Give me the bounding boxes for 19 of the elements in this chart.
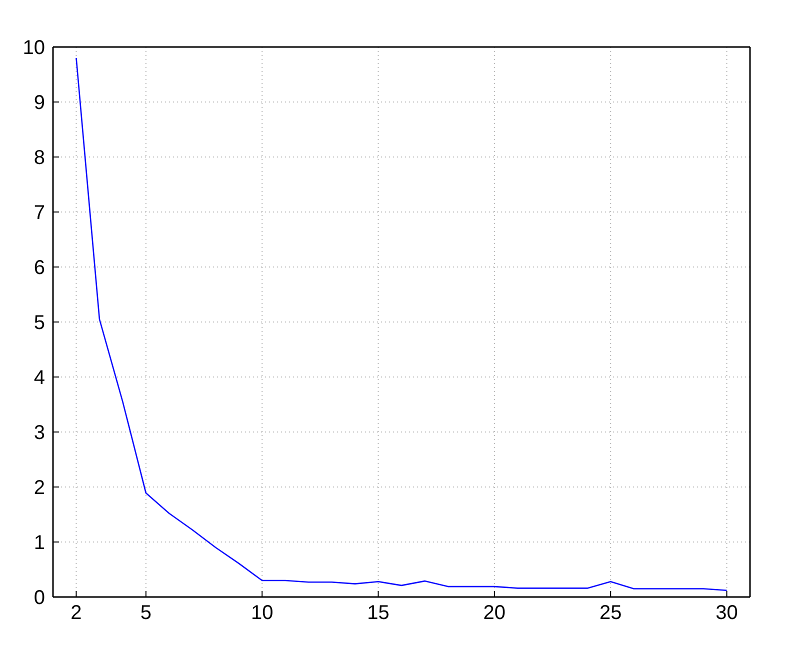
y-tick-label: 8 bbox=[34, 147, 45, 170]
y-tick-label: 10 bbox=[22, 37, 45, 60]
x-tick-label: 2 bbox=[70, 602, 82, 624]
y-tick-label: 4 bbox=[34, 367, 45, 390]
y-tick-label: 6 bbox=[34, 257, 45, 280]
line-series bbox=[76, 57, 728, 592]
x-tick-label: 20 bbox=[483, 602, 506, 624]
y-tick-label: 1 bbox=[34, 532, 45, 554]
y-tick-label: 7 bbox=[34, 202, 45, 224]
y-tick-label: 9 bbox=[34, 92, 45, 114]
x-tick-label: 25 bbox=[599, 602, 622, 624]
x-tick-label: 15 bbox=[367, 602, 390, 624]
y-tick-label: 3 bbox=[34, 422, 45, 444]
x-tick-label: 10 bbox=[250, 602, 274, 624]
y-tick-label: 2 bbox=[34, 477, 45, 500]
y-tick-label: 5 bbox=[34, 312, 45, 334]
x-tick-label: 5 bbox=[140, 602, 152, 624]
y-tick-label: 0 bbox=[34, 587, 45, 610]
x-tick-label: 30 bbox=[716, 602, 738, 624]
